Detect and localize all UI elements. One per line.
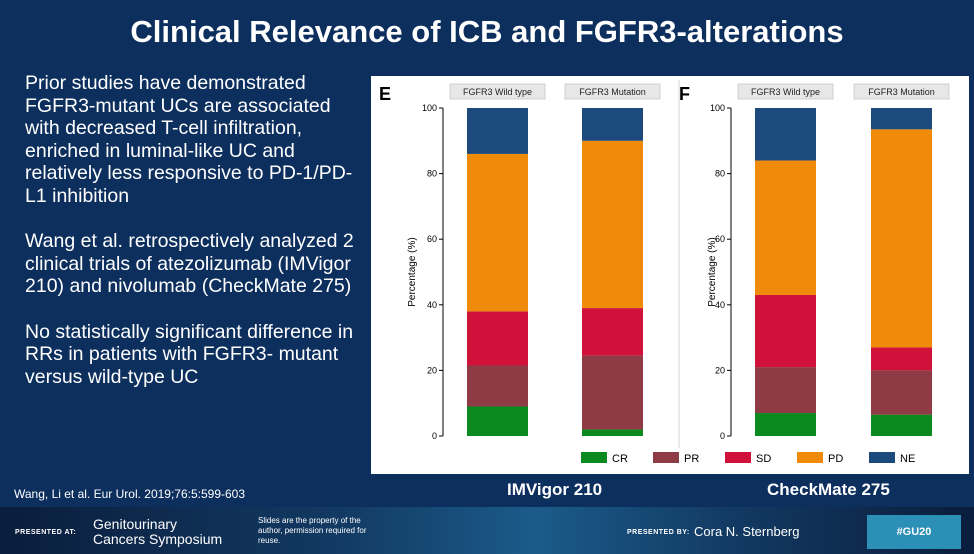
bar-segment-cr <box>467 406 528 436</box>
presented-by-label: PRESENTED BY: <box>627 529 690 536</box>
chart-panel: E 0 20 40 60 80 100 Percentage (%) FGFR3 Wild ty… <box>371 76 969 474</box>
citation: Wang, Li et al. Eur Urol. 2019;76:5:599-… <box>14 487 246 501</box>
category-header <box>853 83 950 100</box>
category-label: FGFR3 Wild type <box>463 87 532 97</box>
y-tick-label: 0 <box>720 431 725 441</box>
bullet-list: Prior studies have demonstrated FGFR3-mu… <box>25 72 360 411</box>
legend-label: NE <box>900 453 915 465</box>
y-tick-label: 40 <box>427 300 437 310</box>
y-tick-label: 100 <box>422 103 437 113</box>
legend-swatch-pr <box>653 452 679 463</box>
bar-segment-pd <box>467 153 528 312</box>
copyright-note: Slides are the property of the author, p… <box>258 516 367 545</box>
bar-segment-pr <box>755 367 816 414</box>
y-tick-label: 80 <box>715 169 725 179</box>
slide-title: Clinical Relevance of ICB and FGFR3-alte… <box>130 14 844 49</box>
legend-label: PD <box>828 453 843 465</box>
category-label: FGFR3 Mutation <box>868 87 935 97</box>
bullet-item: Prior studies have demonstrated FGFR3-mu… <box>25 72 353 207</box>
legend-swatch-cr <box>581 452 607 463</box>
bullet-item: No statistically significant difference … <box>25 320 354 388</box>
y-tick-label: 20 <box>427 365 437 375</box>
panel-label: E <box>379 84 391 104</box>
legend-swatch-ne <box>869 452 895 463</box>
hashtag-badge: #GU20 <box>867 515 961 549</box>
caption-checkmate: CheckMate 275 <box>767 480 890 499</box>
bar-segment-pd <box>755 160 816 295</box>
legend-label: CR <box>612 453 628 465</box>
y-axis-title: Percentage (%) <box>707 237 718 306</box>
legend-swatch-sd <box>725 452 751 463</box>
category-header <box>449 83 546 100</box>
presented-at-label: PRESENTED AT: <box>15 529 77 536</box>
presenter-name: Cora N. Sternberg <box>694 524 800 539</box>
category-label: FGFR3 Wild type <box>751 87 820 97</box>
y-tick-label: 40 <box>715 300 725 310</box>
bar-segment-ne <box>467 108 528 154</box>
bar-segment-ne <box>755 108 816 161</box>
y-tick-label: 20 <box>715 365 725 375</box>
y-tick-label: 60 <box>427 234 437 244</box>
symposium-logo-text: Genitourinary Cancers Symposium <box>93 516 223 547</box>
category-header <box>564 83 661 100</box>
bullet-item: Wang et al. retrospectively analyzed 2 c… <box>25 230 354 297</box>
bar-segment-cr <box>871 414 932 436</box>
legend-label: SD <box>756 453 771 465</box>
y-tick-label: 80 <box>427 169 437 179</box>
footer-bar: PRESENTED AT: Genitourinary Cancers Symp… <box>0 507 974 554</box>
bar-segment-pd <box>871 129 932 348</box>
bar-segment-ne <box>582 108 643 141</box>
bar-segment-pr <box>871 370 932 415</box>
bar-segment-pr <box>582 355 643 430</box>
bar-segment-sd <box>755 294 816 368</box>
y-axis-title: Percentage (%) <box>407 237 418 306</box>
bar-segment-cr <box>582 429 643 436</box>
legend-swatch-pd <box>797 452 823 463</box>
stacked-bar-charts: E 0 20 40 60 80 100 Percentage (%) FGFR3 Wild ty… <box>379 80 950 465</box>
bar-segment-cr <box>755 413 816 436</box>
bar-segment-pd <box>582 140 643 309</box>
bar-segment-sd <box>871 347 932 371</box>
caption-imvigor: IMVigor 210 <box>507 480 603 499</box>
bar-segment-ne <box>871 108 932 130</box>
category-label: FGFR3 Mutation <box>579 87 646 97</box>
y-tick-label: 60 <box>715 234 725 244</box>
bar-segment-sd <box>467 311 528 366</box>
bar-segment-pr <box>467 365 528 407</box>
y-tick-label: 100 <box>710 103 725 113</box>
category-header <box>737 83 834 100</box>
y-tick-label: 0 <box>432 431 437 441</box>
panel-label: F <box>679 84 690 104</box>
bar-segment-sd <box>582 308 643 356</box>
legend-label: PR <box>684 453 699 465</box>
